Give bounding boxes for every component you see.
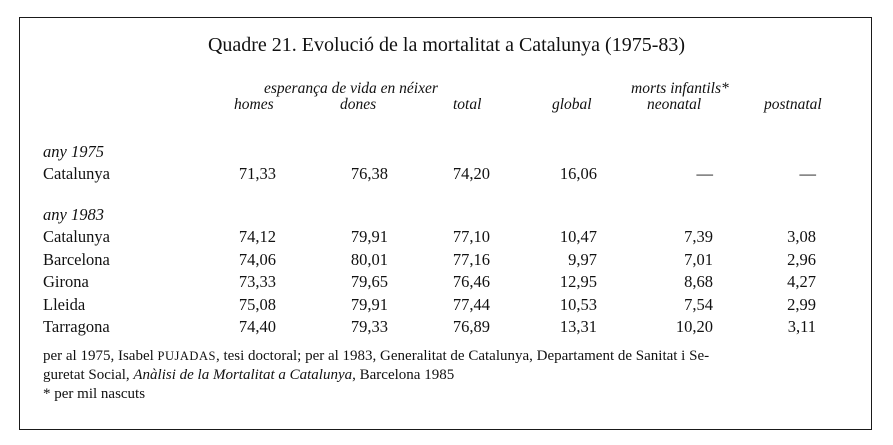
table-cell: 74,20 — [452, 164, 490, 183]
table-cell: 79,65 — [350, 272, 388, 291]
column-header-postnatal: postnatal — [764, 96, 822, 113]
table-cell: 79,33 — [350, 317, 388, 336]
column-header-global: global — [552, 96, 592, 113]
row-label: Girona — [43, 272, 89, 291]
row-label: Lleida — [43, 294, 86, 314]
table-cell: 13,31 — [559, 317, 597, 336]
table-cell: 10,47 — [559, 227, 597, 246]
section-label: any 1983 — [43, 205, 104, 224]
table-cell: 4,27 — [787, 272, 816, 291]
table-cell: 10,20 — [675, 317, 713, 336]
source-note-line-1: per al 1975, Isabel PUJADAS, tesi doctor… — [43, 348, 710, 364]
table-cell: 3,11 — [787, 317, 816, 336]
table-cell: — — [696, 164, 714, 183]
source-note-line-2: guretat Social, Anàlisi de la Mortalitat… — [43, 367, 455, 383]
row-label: Tarragona — [43, 317, 110, 336]
table-cell: 76,89 — [452, 317, 490, 336]
table-cell: 16,06 — [559, 164, 597, 183]
table-cell: 74,40 — [238, 317, 276, 336]
row-label: Barcelona — [43, 249, 110, 269]
column-header-total: total — [453, 96, 482, 113]
header-group-life-expectancy: esperança de vida en néixer — [264, 80, 438, 97]
table-title: Quadre 21. Evolució de la mortalitat a C… — [207, 34, 686, 56]
table-cell: 3,08 — [787, 227, 816, 246]
table-cell: 73,33 — [238, 272, 276, 291]
table-cell: 76,46 — [452, 272, 490, 291]
column-header-dones: dones — [340, 96, 377, 113]
table-cell: 77,44 — [452, 294, 490, 314]
table-cell: 7,54 — [684, 294, 713, 314]
table-cell: 74,12 — [238, 227, 276, 246]
table-cell: — — [799, 164, 817, 183]
column-header-homes: homes — [234, 96, 274, 113]
header-group-infant-deaths: morts infantils* — [631, 80, 729, 97]
table-cell: 77,16 — [452, 249, 490, 269]
table-cell: 10,53 — [559, 294, 597, 314]
table-cell: 9,97 — [568, 249, 597, 269]
table-cell: 71,33 — [238, 164, 276, 183]
work-title: Anàlisi de la Mortalitat a Catalunya — [133, 367, 353, 383]
table-cell: 74,06 — [238, 249, 276, 269]
table-cell: 79,91 — [350, 294, 388, 314]
table-cell: 77,10 — [452, 227, 490, 246]
table-cell: 12,95 — [559, 272, 597, 291]
table-cell: 76,38 — [350, 164, 388, 183]
table-cell: 75,08 — [238, 294, 276, 314]
table-cell: 7,39 — [684, 227, 713, 246]
table-cell: 2,99 — [787, 294, 816, 314]
row-label: Catalunya — [43, 227, 110, 246]
author-name: PUJADAS — [157, 349, 216, 363]
table-cell: 2,96 — [787, 249, 816, 269]
section-label: any 1975 — [43, 142, 104, 161]
row-label: Catalunya — [43, 164, 110, 183]
table-cell: 8,68 — [684, 272, 713, 291]
table-cell: 80,01 — [350, 249, 388, 269]
column-header-neonatal: neonatal — [647, 96, 702, 113]
table-frame: Quadre 21. Evolució de la mortalitat a C… — [19, 17, 872, 430]
table-cell: 79,91 — [350, 227, 388, 246]
table-cell: 7,01 — [684, 249, 713, 269]
footnote: * per mil nascuts — [43, 386, 146, 402]
